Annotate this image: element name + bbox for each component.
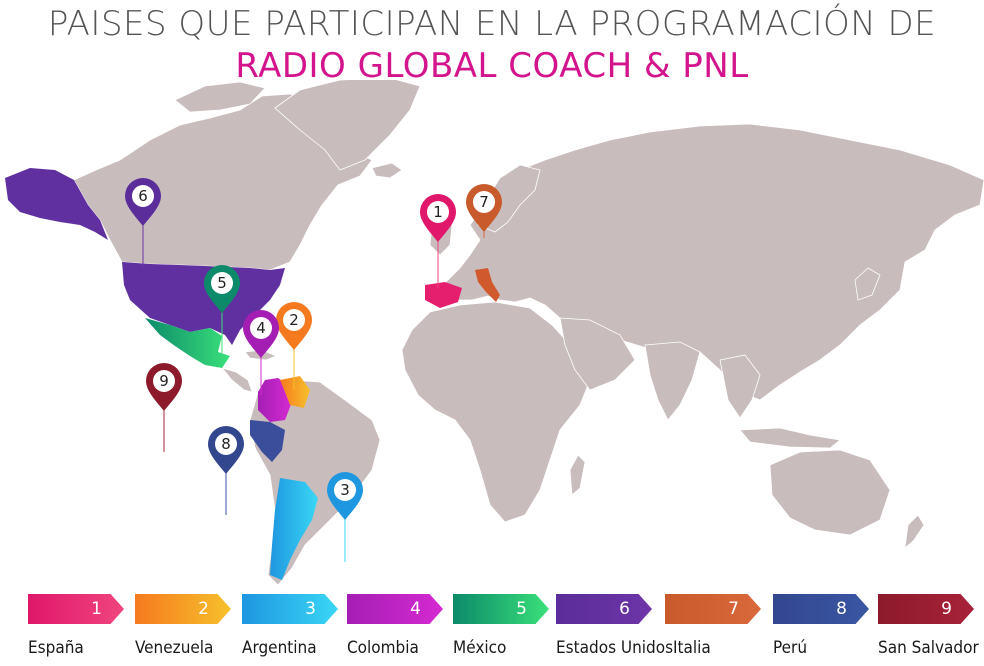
legend-label-8: Perú xyxy=(773,638,808,658)
legend-tag-1: 1 xyxy=(28,594,124,624)
legend-number-9: 9 xyxy=(941,599,952,619)
country-argentina xyxy=(270,478,318,580)
land-africa xyxy=(401,301,591,523)
map-pin-6: 6 xyxy=(125,178,161,268)
legend-number-1: 1 xyxy=(91,599,102,619)
map-title-line1: PAISES QUE PARTICIPAN EN LA PROGRAMACIÓN… xyxy=(47,4,937,44)
map-pin-number-8: 8 xyxy=(221,435,231,453)
country-spain xyxy=(425,282,462,308)
map-title-line2: RADIO GLOBAL COACH & PNL xyxy=(235,46,749,86)
map-pin-3: 3 xyxy=(327,472,363,562)
legend-number-2: 2 xyxy=(198,599,209,619)
land-greenland xyxy=(274,80,421,171)
legend-tag-3: 3 xyxy=(242,594,338,624)
map-pin-number-5: 5 xyxy=(217,274,227,292)
legend-label-6: Estados Unidos xyxy=(556,638,674,658)
legend-item-8: 8 Perú xyxy=(773,594,879,658)
map-pin-1: 1 xyxy=(420,194,456,288)
map-pin-number-2: 2 xyxy=(289,311,299,329)
map-pin-inner-9 xyxy=(153,370,175,392)
land-iceland xyxy=(371,162,403,179)
legend-number-5: 5 xyxy=(516,599,527,619)
map-pin-inner-4 xyxy=(250,317,272,339)
legend-label-1: España xyxy=(28,638,84,658)
legend-item-6: 6 Estados Unidos xyxy=(556,594,673,658)
country-peru xyxy=(250,420,285,462)
country-italy xyxy=(475,268,500,302)
map-pin-number-1: 1 xyxy=(433,203,443,221)
land-japan xyxy=(854,267,881,301)
map-pin-5: 5 xyxy=(204,265,240,355)
legend-item-9: 9 San Salvador xyxy=(878,594,984,658)
map-pin-inner-7 xyxy=(473,191,495,213)
country-colombia xyxy=(258,378,292,422)
legend-number-6: 6 xyxy=(619,599,630,619)
map-pin-4: 4 xyxy=(243,310,279,395)
land-canada xyxy=(73,93,373,271)
legend-number-3: 3 xyxy=(305,599,316,619)
legend-item-2: 2 Venezuela xyxy=(135,594,241,658)
legend-item-1: 1 España xyxy=(28,594,134,658)
map-pin-number-6: 6 xyxy=(138,187,148,205)
legend-item-4: 4 Colombia xyxy=(347,594,453,658)
map-pin-number-9: 9 xyxy=(159,372,169,390)
map-pin-number-3: 3 xyxy=(340,481,350,499)
map-pin-7: 7 xyxy=(466,184,502,238)
map-pin-inner-3 xyxy=(334,479,356,501)
land-madagascar xyxy=(569,454,586,496)
legend-label-3: Argentina xyxy=(242,638,317,658)
legend-tag-6: 6 xyxy=(556,594,652,624)
legend-item-3: 3 Argentina xyxy=(242,594,348,658)
legend-number-7: 7 xyxy=(728,599,739,619)
country-usa-alaska xyxy=(5,168,108,240)
legend-number-8: 8 xyxy=(836,599,847,619)
land-arctic-islands xyxy=(174,81,266,113)
map-pin-inner-6 xyxy=(132,185,154,207)
map-pin-inner-5 xyxy=(211,272,233,294)
land-india xyxy=(644,341,701,421)
country-mexico xyxy=(145,318,230,368)
legend-label-9: San Salvador xyxy=(878,638,979,658)
legend-item-5: 5 México xyxy=(453,594,559,658)
map-pin-8: 8 xyxy=(208,426,244,515)
legend-label-5: México xyxy=(453,638,507,658)
legend-tag-7: 7 xyxy=(665,594,761,624)
country-venezuela xyxy=(280,376,310,408)
legend: 1 España 2 Venezuela 3 Argentina 4 Colom… xyxy=(0,594,984,666)
land-central-america xyxy=(220,367,253,393)
legend-label-2: Venezuela xyxy=(135,638,214,658)
legend-tag-4: 4 xyxy=(347,594,443,624)
map-pin-number-4: 4 xyxy=(256,319,266,337)
map-pin-9: 9 xyxy=(146,363,182,452)
map-pin-number-7: 7 xyxy=(479,193,489,211)
legend-tag-5: 5 xyxy=(453,594,549,624)
map-pin-inner-2 xyxy=(283,309,305,331)
legend-tag-9: 9 xyxy=(878,594,974,624)
legend-label-4: Colombia xyxy=(347,638,419,658)
land-australia xyxy=(769,449,891,536)
land-se-asia xyxy=(719,354,761,419)
land-new-zealand xyxy=(904,514,925,550)
map-pin-inner-1 xyxy=(427,201,449,223)
legend-label-7: Italia xyxy=(673,638,711,658)
legend-number-4: 4 xyxy=(410,599,421,619)
legend-tag-8: 8 xyxy=(773,594,869,624)
map-pin-2: 2 xyxy=(276,302,312,390)
land-arabia xyxy=(559,317,636,391)
legend-item-7: 7 Italia xyxy=(665,594,771,658)
land-indonesia xyxy=(739,427,841,449)
legend-tag-2: 2 xyxy=(135,594,231,624)
map-pin-inner-8 xyxy=(215,433,237,455)
